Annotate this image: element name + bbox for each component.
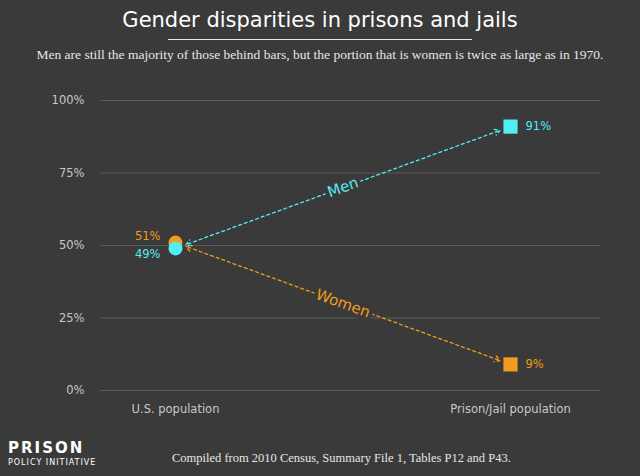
svg-text:9%: 9%	[526, 357, 544, 371]
svg-text:Women: Women	[313, 285, 372, 321]
svg-text:Men: Men	[325, 173, 361, 201]
svg-text:25%: 25%	[59, 311, 85, 325]
html-text:Men are still the majority of: Men are still the majority of those behi…	[36, 47, 604, 62]
svg-text:50%: 50%	[59, 238, 85, 252]
html-text:PRISON: PRISON	[8, 439, 85, 457]
svg-text:91%: 91%	[526, 119, 552, 133]
svg-text:75%: 75%	[59, 166, 85, 180]
svg-text:100%: 100%	[52, 93, 85, 107]
html-text:POLICY INITIATIVE: POLICY INITIATIVE	[8, 458, 97, 467]
html-text:Compiled from 2010 Census, Sum: Compiled from 2010 Census, Summary File …	[172, 451, 511, 465]
svg-text:49%: 49%	[135, 247, 161, 261]
svg-text:U.S. population: U.S. population	[132, 402, 220, 416]
svg-text:51%: 51%	[135, 229, 161, 243]
html-text:Gender disparities in prisons: Gender disparities in prisons and jails	[122, 8, 518, 32]
svg-text:Prison/Jail population: Prison/Jail population	[450, 402, 571, 416]
svg-text:0%: 0%	[66, 383, 84, 397]
